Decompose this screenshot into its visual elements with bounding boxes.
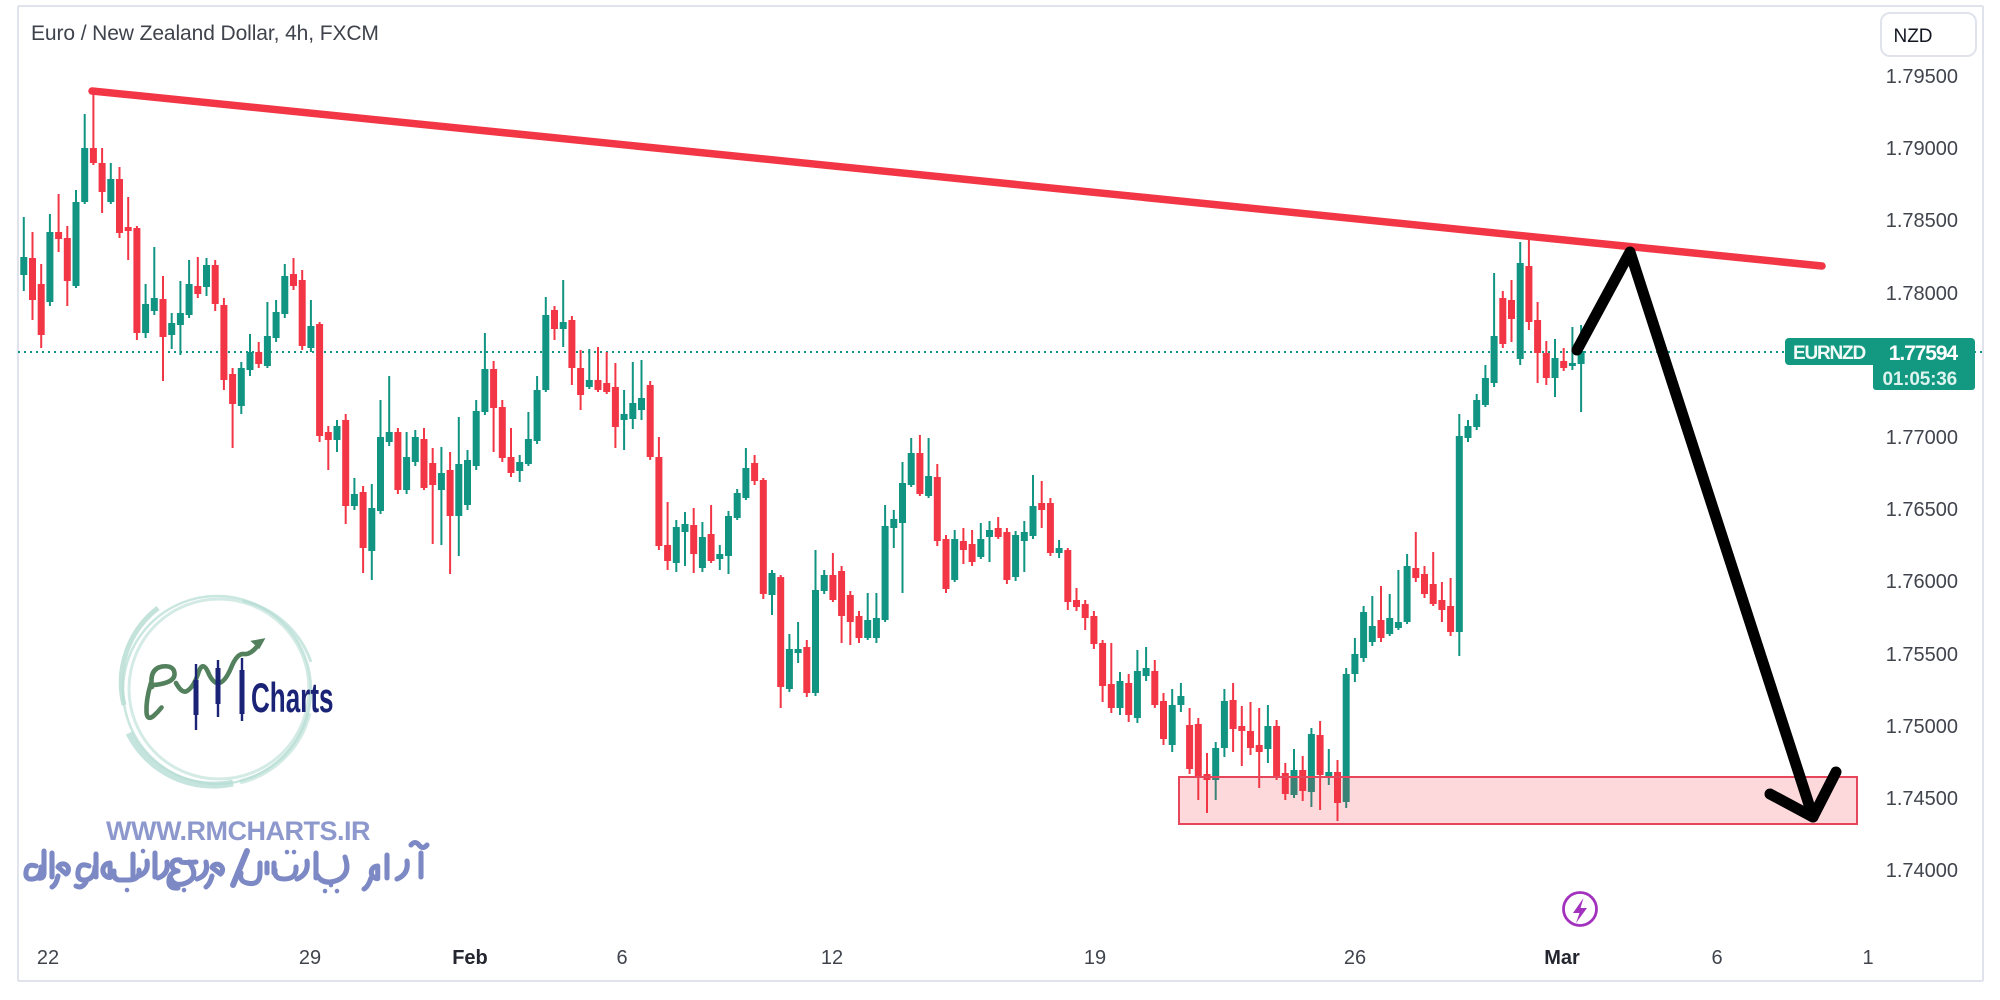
svg-text:6: 6	[1711, 947, 1722, 969]
svg-text:6: 6	[616, 947, 627, 969]
svg-text:EURNZD: EURNZD	[1793, 343, 1865, 364]
svg-text:1: 1	[1862, 947, 1873, 969]
svg-text:1.78000: 1.78000	[1886, 283, 1958, 305]
svg-text:1.79500: 1.79500	[1886, 66, 1958, 88]
svg-text:1.77594: 1.77594	[1889, 342, 1959, 365]
svg-text:Charts: Charts	[251, 675, 333, 722]
svg-text:1.77000: 1.77000	[1886, 427, 1958, 449]
svg-text:1.76500: 1.76500	[1886, 499, 1958, 521]
svg-text:22: 22	[37, 947, 59, 969]
svg-text:01:05:36: 01:05:36	[1883, 369, 1957, 390]
svg-text:WWW.RMCHARTS.IR: WWW.RMCHARTS.IR	[106, 816, 370, 846]
svg-text:Feb: Feb	[452, 947, 488, 969]
svg-text:1.79000: 1.79000	[1886, 138, 1958, 160]
svg-text:1.74000: 1.74000	[1886, 860, 1958, 882]
svg-text:1.78500: 1.78500	[1886, 210, 1958, 232]
svg-text:19: 19	[1084, 947, 1106, 969]
svg-text:Euro / New Zealand Dollar, 4h,: Euro / New Zealand Dollar, 4h, FXCM	[31, 22, 379, 45]
svg-text:12: 12	[821, 947, 843, 969]
svg-text:1.74500: 1.74500	[1886, 788, 1958, 810]
svg-text:1.75000: 1.75000	[1886, 716, 1958, 738]
svg-text:Mar: Mar	[1544, 947, 1580, 969]
svg-text:26: 26	[1344, 947, 1366, 969]
svg-text:NZD: NZD	[1893, 26, 1932, 47]
svg-text:1.75500: 1.75500	[1886, 644, 1958, 666]
svg-text:29: 29	[299, 947, 321, 969]
svg-text:1.76000: 1.76000	[1886, 571, 1958, 593]
